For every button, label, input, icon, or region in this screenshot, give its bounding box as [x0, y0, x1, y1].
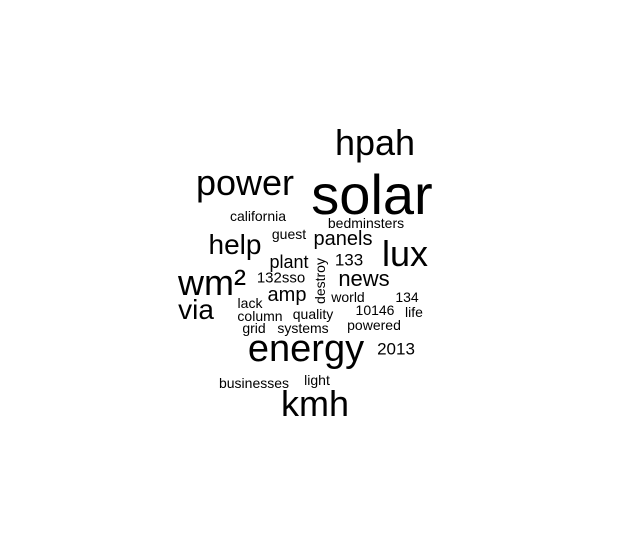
word-2013: 2013 [377, 339, 415, 359]
word-lux: lux [381, 233, 429, 274]
word-guest: guest [271, 226, 307, 242]
word-wm2: wm² [178, 262, 246, 303]
word-destroy: destroy [312, 258, 328, 304]
word-134: 134 [395, 289, 419, 305]
word-news: news [338, 266, 390, 291]
word-solar: solar [311, 163, 433, 226]
word-systems: systems [277, 320, 329, 336]
word-california: california [229, 208, 287, 224]
word-plant: plant [269, 252, 309, 272]
word-hpah: hpah [334, 122, 416, 163]
word-powered: powered [347, 317, 401, 333]
word-kmh: kmh [280, 383, 350, 424]
word-energy: energy [247, 328, 365, 370]
word-life: life [405, 304, 423, 320]
word-help: help [208, 229, 262, 260]
word-grid: grid [242, 320, 266, 336]
word-133: 133 [334, 250, 364, 270]
word-10146: 10146 [355, 302, 395, 318]
word-132sso: 132sso [256, 269, 306, 287]
word-lack: lack [237, 295, 263, 311]
word-light: light [304, 372, 330, 388]
word-amp: amp [267, 284, 307, 306]
word-panels: panels [313, 228, 373, 250]
word-via: via [178, 294, 214, 325]
word-businesses: businesses [218, 375, 290, 391]
word-power: power [195, 162, 295, 203]
word-column: column [237, 308, 283, 324]
word-world: world [331, 289, 365, 305]
word-bedminsters: bedminsters [327, 215, 405, 231]
word-quality: quality [292, 306, 334, 322]
